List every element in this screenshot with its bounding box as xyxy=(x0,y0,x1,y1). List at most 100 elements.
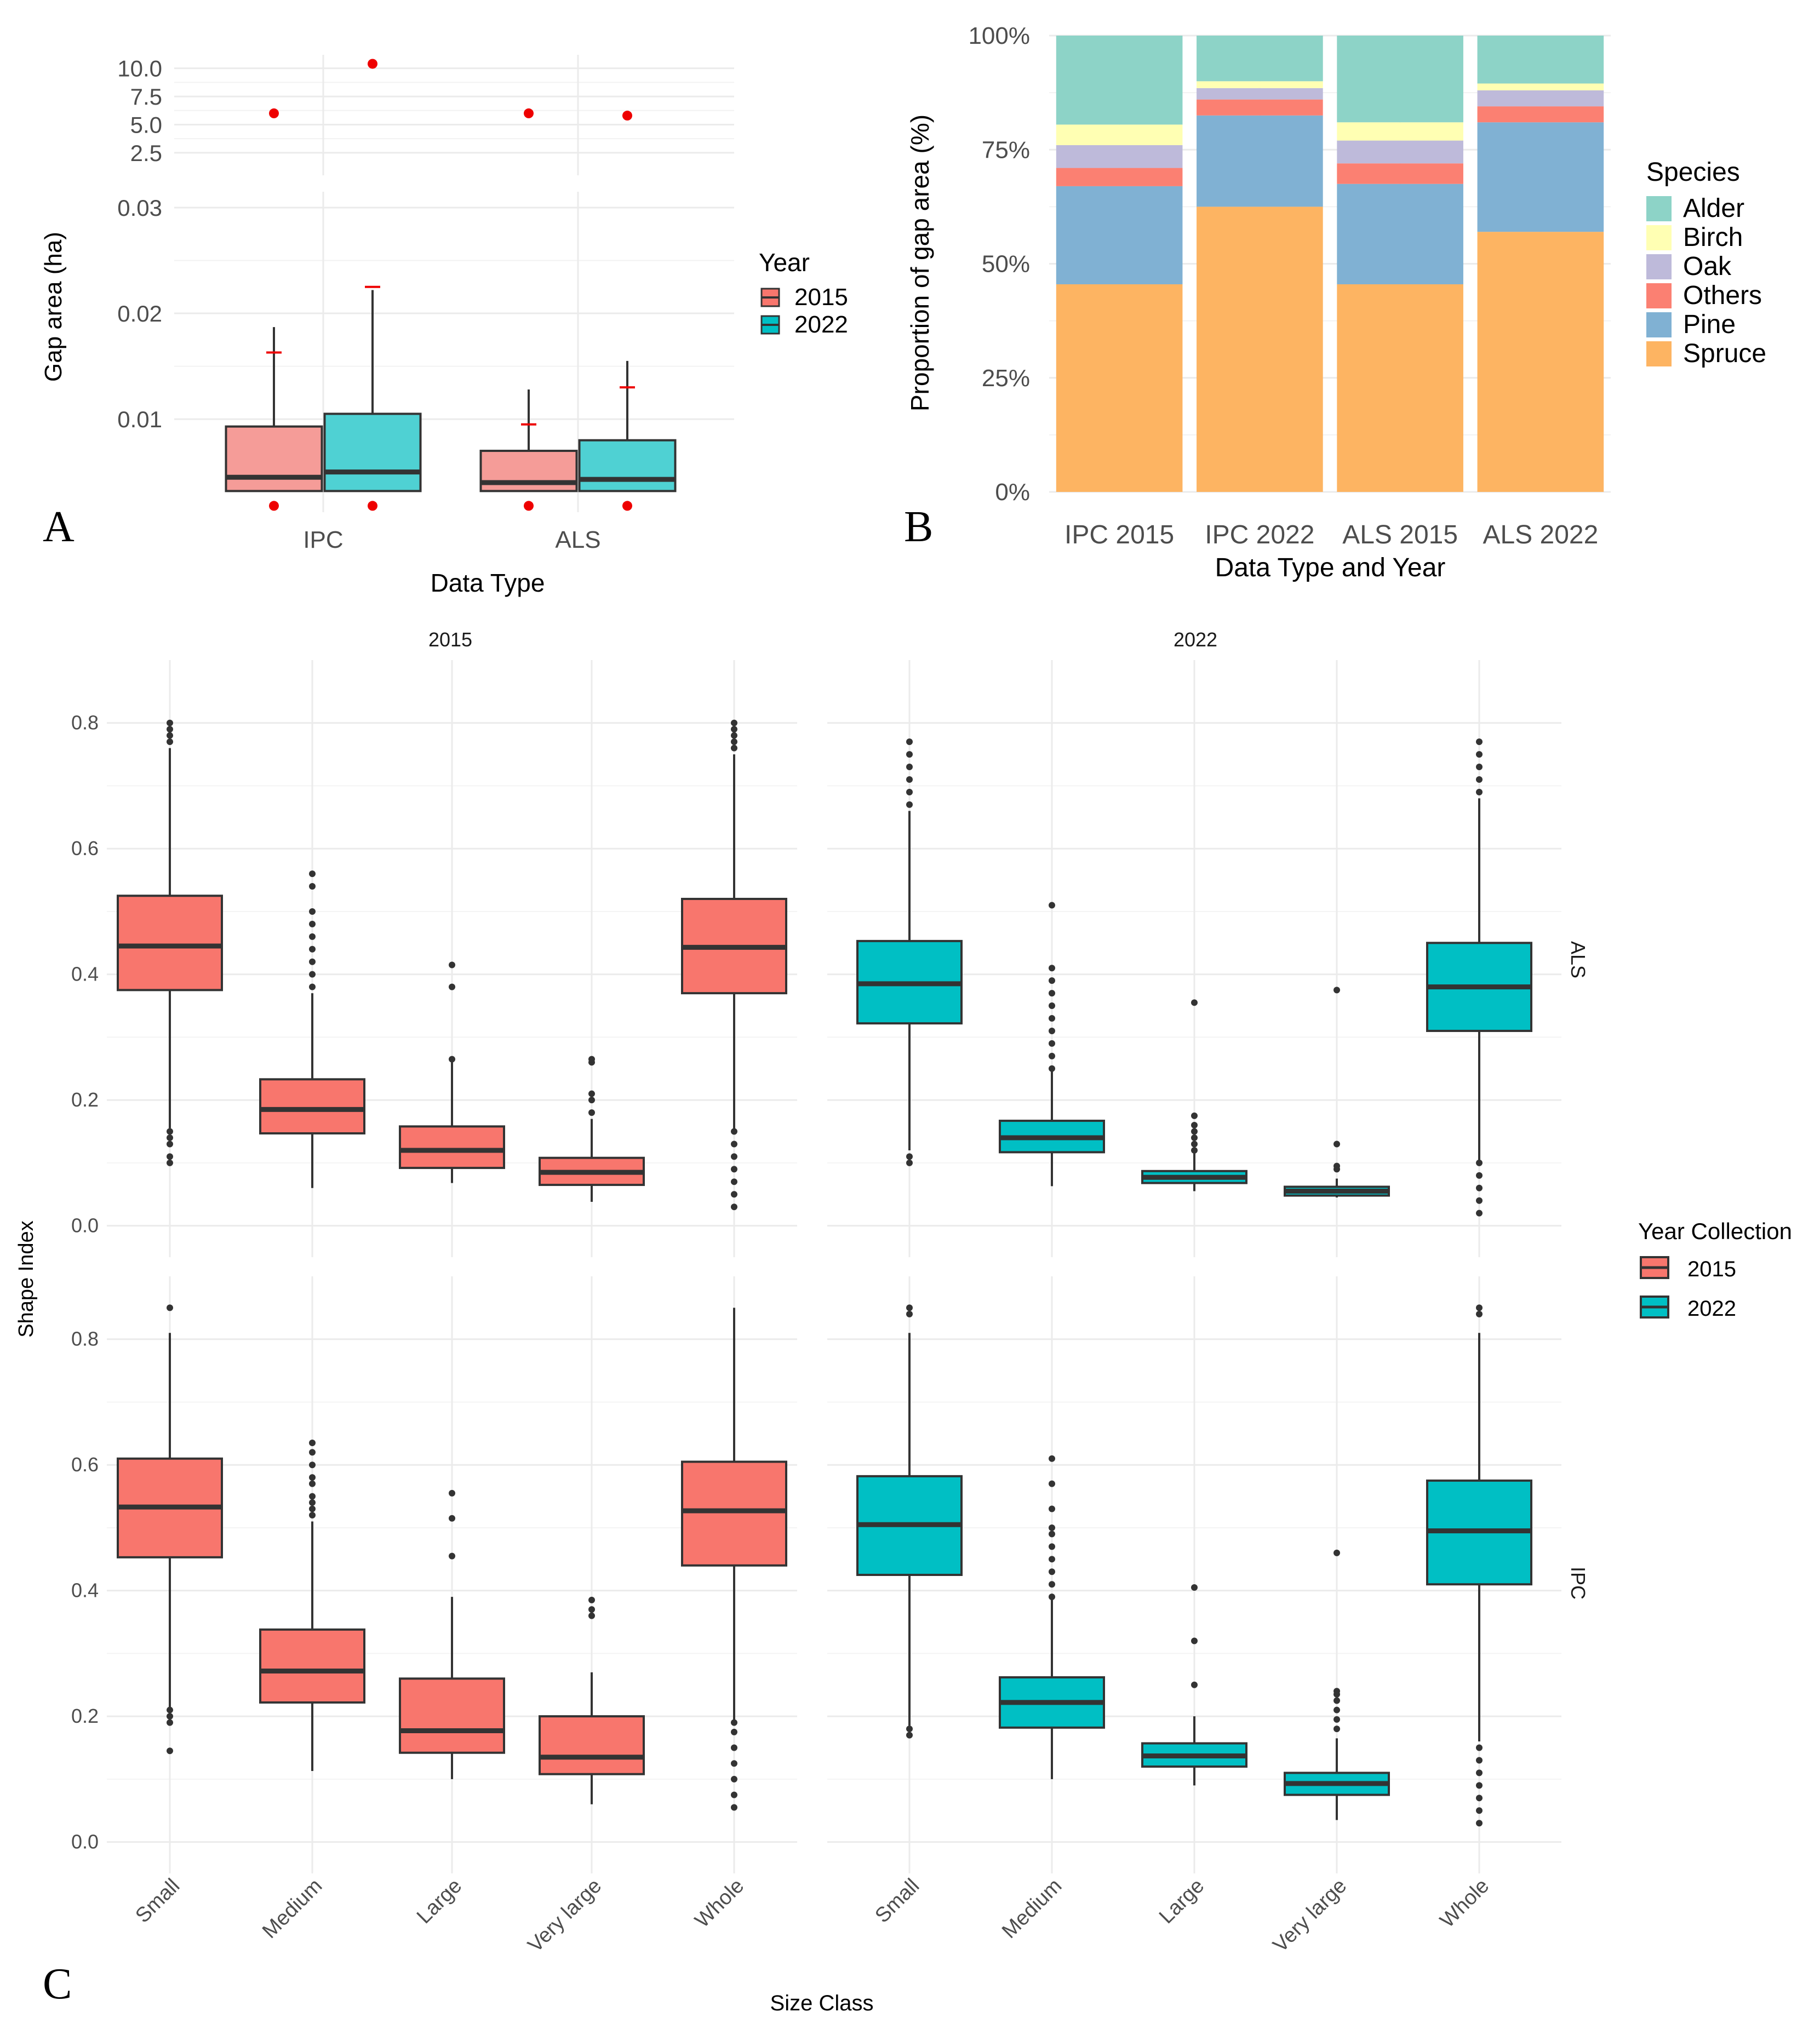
y-tick-label: 0.01 xyxy=(117,406,162,432)
outlier-point xyxy=(731,1719,737,1726)
outlier-point xyxy=(1476,1210,1483,1217)
outlier-point xyxy=(1049,1581,1055,1588)
bar-segment-ipc-2015-others xyxy=(1056,168,1183,186)
outlier-point xyxy=(1191,1140,1198,1148)
panel-c-x-tick-labels: Small Medium Large Very large Whole Small Medi… xyxy=(131,1875,1493,1957)
extreme-point xyxy=(269,108,279,118)
outlier-point xyxy=(1476,1744,1483,1751)
extreme-point xyxy=(368,59,377,69)
outlier-point xyxy=(167,738,173,746)
x-tick-label-als-2015: ALS 2015 xyxy=(1342,520,1458,549)
bar-segment-ipc-2022-birch xyxy=(1197,81,1323,88)
outlier-point xyxy=(1476,1782,1483,1789)
outlier-point xyxy=(731,1744,737,1751)
outlier-point xyxy=(731,726,737,733)
outlier-point xyxy=(1049,1002,1055,1010)
outlier-point xyxy=(1049,1556,1055,1563)
outlier-point xyxy=(309,1449,316,1456)
panel-a-letter: A xyxy=(43,503,75,551)
panel-c: 0.0 0.2 0.4 0.6 0.8 0.0 0.2 0.4 0.6 0.8 Small Medi… xyxy=(15,628,1792,2015)
outlier-point xyxy=(1191,1134,1198,1141)
y-tick-label: 2.5 xyxy=(130,140,162,166)
outlier-point xyxy=(1049,1015,1055,1022)
outlier-point xyxy=(906,776,913,783)
bar-segment-als-2015-pine xyxy=(1337,184,1463,284)
panel-a-y-tick-labels: 2.5 5.07.510.0 0.01 0.02 0.03 xyxy=(117,56,162,432)
low-point xyxy=(622,501,632,511)
outlier-point xyxy=(449,983,455,990)
y-tick-label: 0.4 xyxy=(71,963,99,985)
outlier-point xyxy=(906,764,913,771)
outlier-point xyxy=(1476,1820,1483,1827)
x-tick-label-whole: Whole xyxy=(690,1875,748,1933)
y-tick-label: 25% xyxy=(982,365,1030,392)
outlier-point xyxy=(449,961,455,968)
outlier-point xyxy=(167,719,173,726)
outlier-point xyxy=(309,1505,316,1512)
bar-segment-als-2022-others xyxy=(1477,106,1604,123)
box-large xyxy=(399,1677,505,1754)
legend-label-others: Others xyxy=(1683,281,1762,310)
outlier-point xyxy=(1333,1697,1340,1704)
outlier-point xyxy=(1476,1795,1483,1802)
panel-a-legend-label-2015: 2015 xyxy=(794,284,848,311)
outlier-point xyxy=(1049,990,1055,997)
panel-c-letter: C xyxy=(43,1960,72,2008)
panel-a-x-axis-title: Data Type xyxy=(431,569,545,597)
y-tick-label: 0.2 xyxy=(71,1705,99,1727)
x-tick-label-small: Small xyxy=(871,1875,924,1928)
outlier-point xyxy=(906,1310,913,1317)
outlier-point xyxy=(1476,1310,1483,1317)
panel-c-legend-label-2015: 2015 xyxy=(1687,1257,1736,1281)
x-tick-label-large: Large xyxy=(1155,1875,1209,1928)
outlier-point xyxy=(1049,1543,1055,1550)
outlier-point xyxy=(906,1159,913,1166)
outlier-point xyxy=(1191,1147,1198,1154)
outlier-point xyxy=(167,1140,173,1148)
outlier-point xyxy=(449,1489,455,1497)
outlier-point xyxy=(167,1304,173,1311)
panel-a-legend-label-2022: 2022 xyxy=(794,311,848,338)
box-very-large xyxy=(539,1715,645,1775)
x-tick-label-medium: Medium xyxy=(998,1875,1066,1943)
outlier-point xyxy=(1476,1184,1483,1191)
x-tick-label-als: ALS xyxy=(555,526,600,553)
outlier-point xyxy=(1049,977,1055,984)
y-tick-label: 0.2 xyxy=(71,1088,99,1111)
outlier-point xyxy=(167,1747,173,1755)
panel-a-x-tick-labels: IPC ALS xyxy=(303,526,600,553)
box-medium xyxy=(259,1078,365,1134)
outlier-point xyxy=(309,920,316,927)
outlier-point xyxy=(309,1480,316,1487)
bar-segment-ipc-2022-others xyxy=(1197,99,1323,116)
outlier-point xyxy=(731,738,737,746)
outlier-point xyxy=(906,1732,913,1739)
boxes-ipc-2015 xyxy=(117,1304,787,1811)
panel-c-facet-label-2022: 2022 xyxy=(1174,628,1217,651)
outlier-point xyxy=(731,1191,737,1198)
outlier-point xyxy=(309,983,316,990)
facet-ipc-2015 xyxy=(107,1276,797,1873)
outlier-point xyxy=(731,1153,737,1160)
outlier-point xyxy=(1476,1769,1483,1776)
outlier-point xyxy=(309,1461,316,1469)
outlier-point xyxy=(906,738,913,746)
outlier-point xyxy=(167,726,173,733)
outlier-point xyxy=(731,1728,737,1735)
y-tick-label: 10.0 xyxy=(117,56,162,82)
panel-c-facet-label-als: ALS xyxy=(1567,941,1589,978)
x-tick-label-als-2022: ALS 2022 xyxy=(1483,520,1598,549)
legend-key-alder xyxy=(1646,196,1672,221)
outlier-point xyxy=(309,971,316,978)
outlier-point xyxy=(1476,738,1483,746)
legend-label-pine: Pine xyxy=(1683,310,1736,339)
y-tick-label: 100% xyxy=(968,22,1030,49)
outlier-point xyxy=(1049,902,1055,909)
outlier-point xyxy=(1476,1757,1483,1764)
outlier-point xyxy=(449,1515,455,1522)
outlier-point xyxy=(1476,1807,1483,1814)
outlier-point xyxy=(588,1097,595,1104)
panel-a-y-axis-title: Gap area (ha) xyxy=(40,232,67,382)
legend-key-birch xyxy=(1646,225,1672,250)
bar-segment-ipc-2022-oak xyxy=(1197,88,1323,100)
